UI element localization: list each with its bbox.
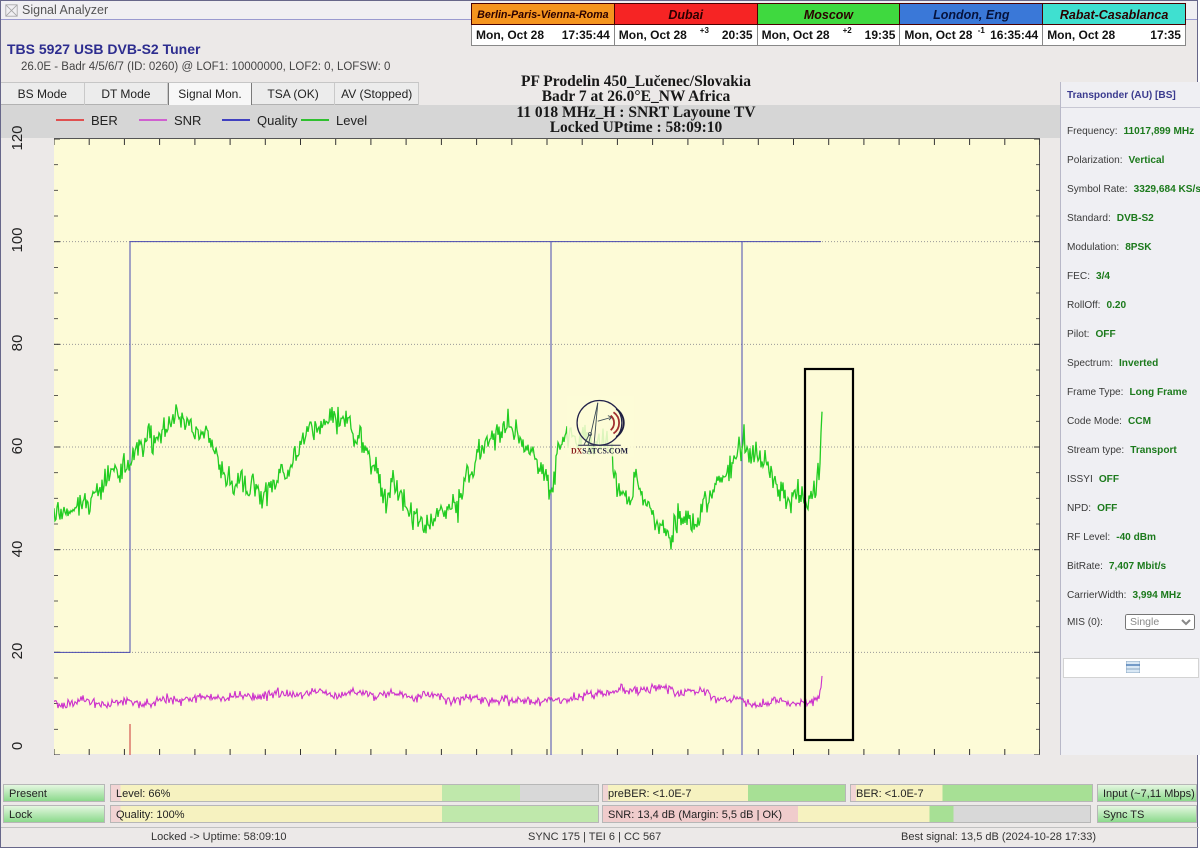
- svg-text:DXSATCS.COM: DXSATCS.COM: [571, 447, 629, 456]
